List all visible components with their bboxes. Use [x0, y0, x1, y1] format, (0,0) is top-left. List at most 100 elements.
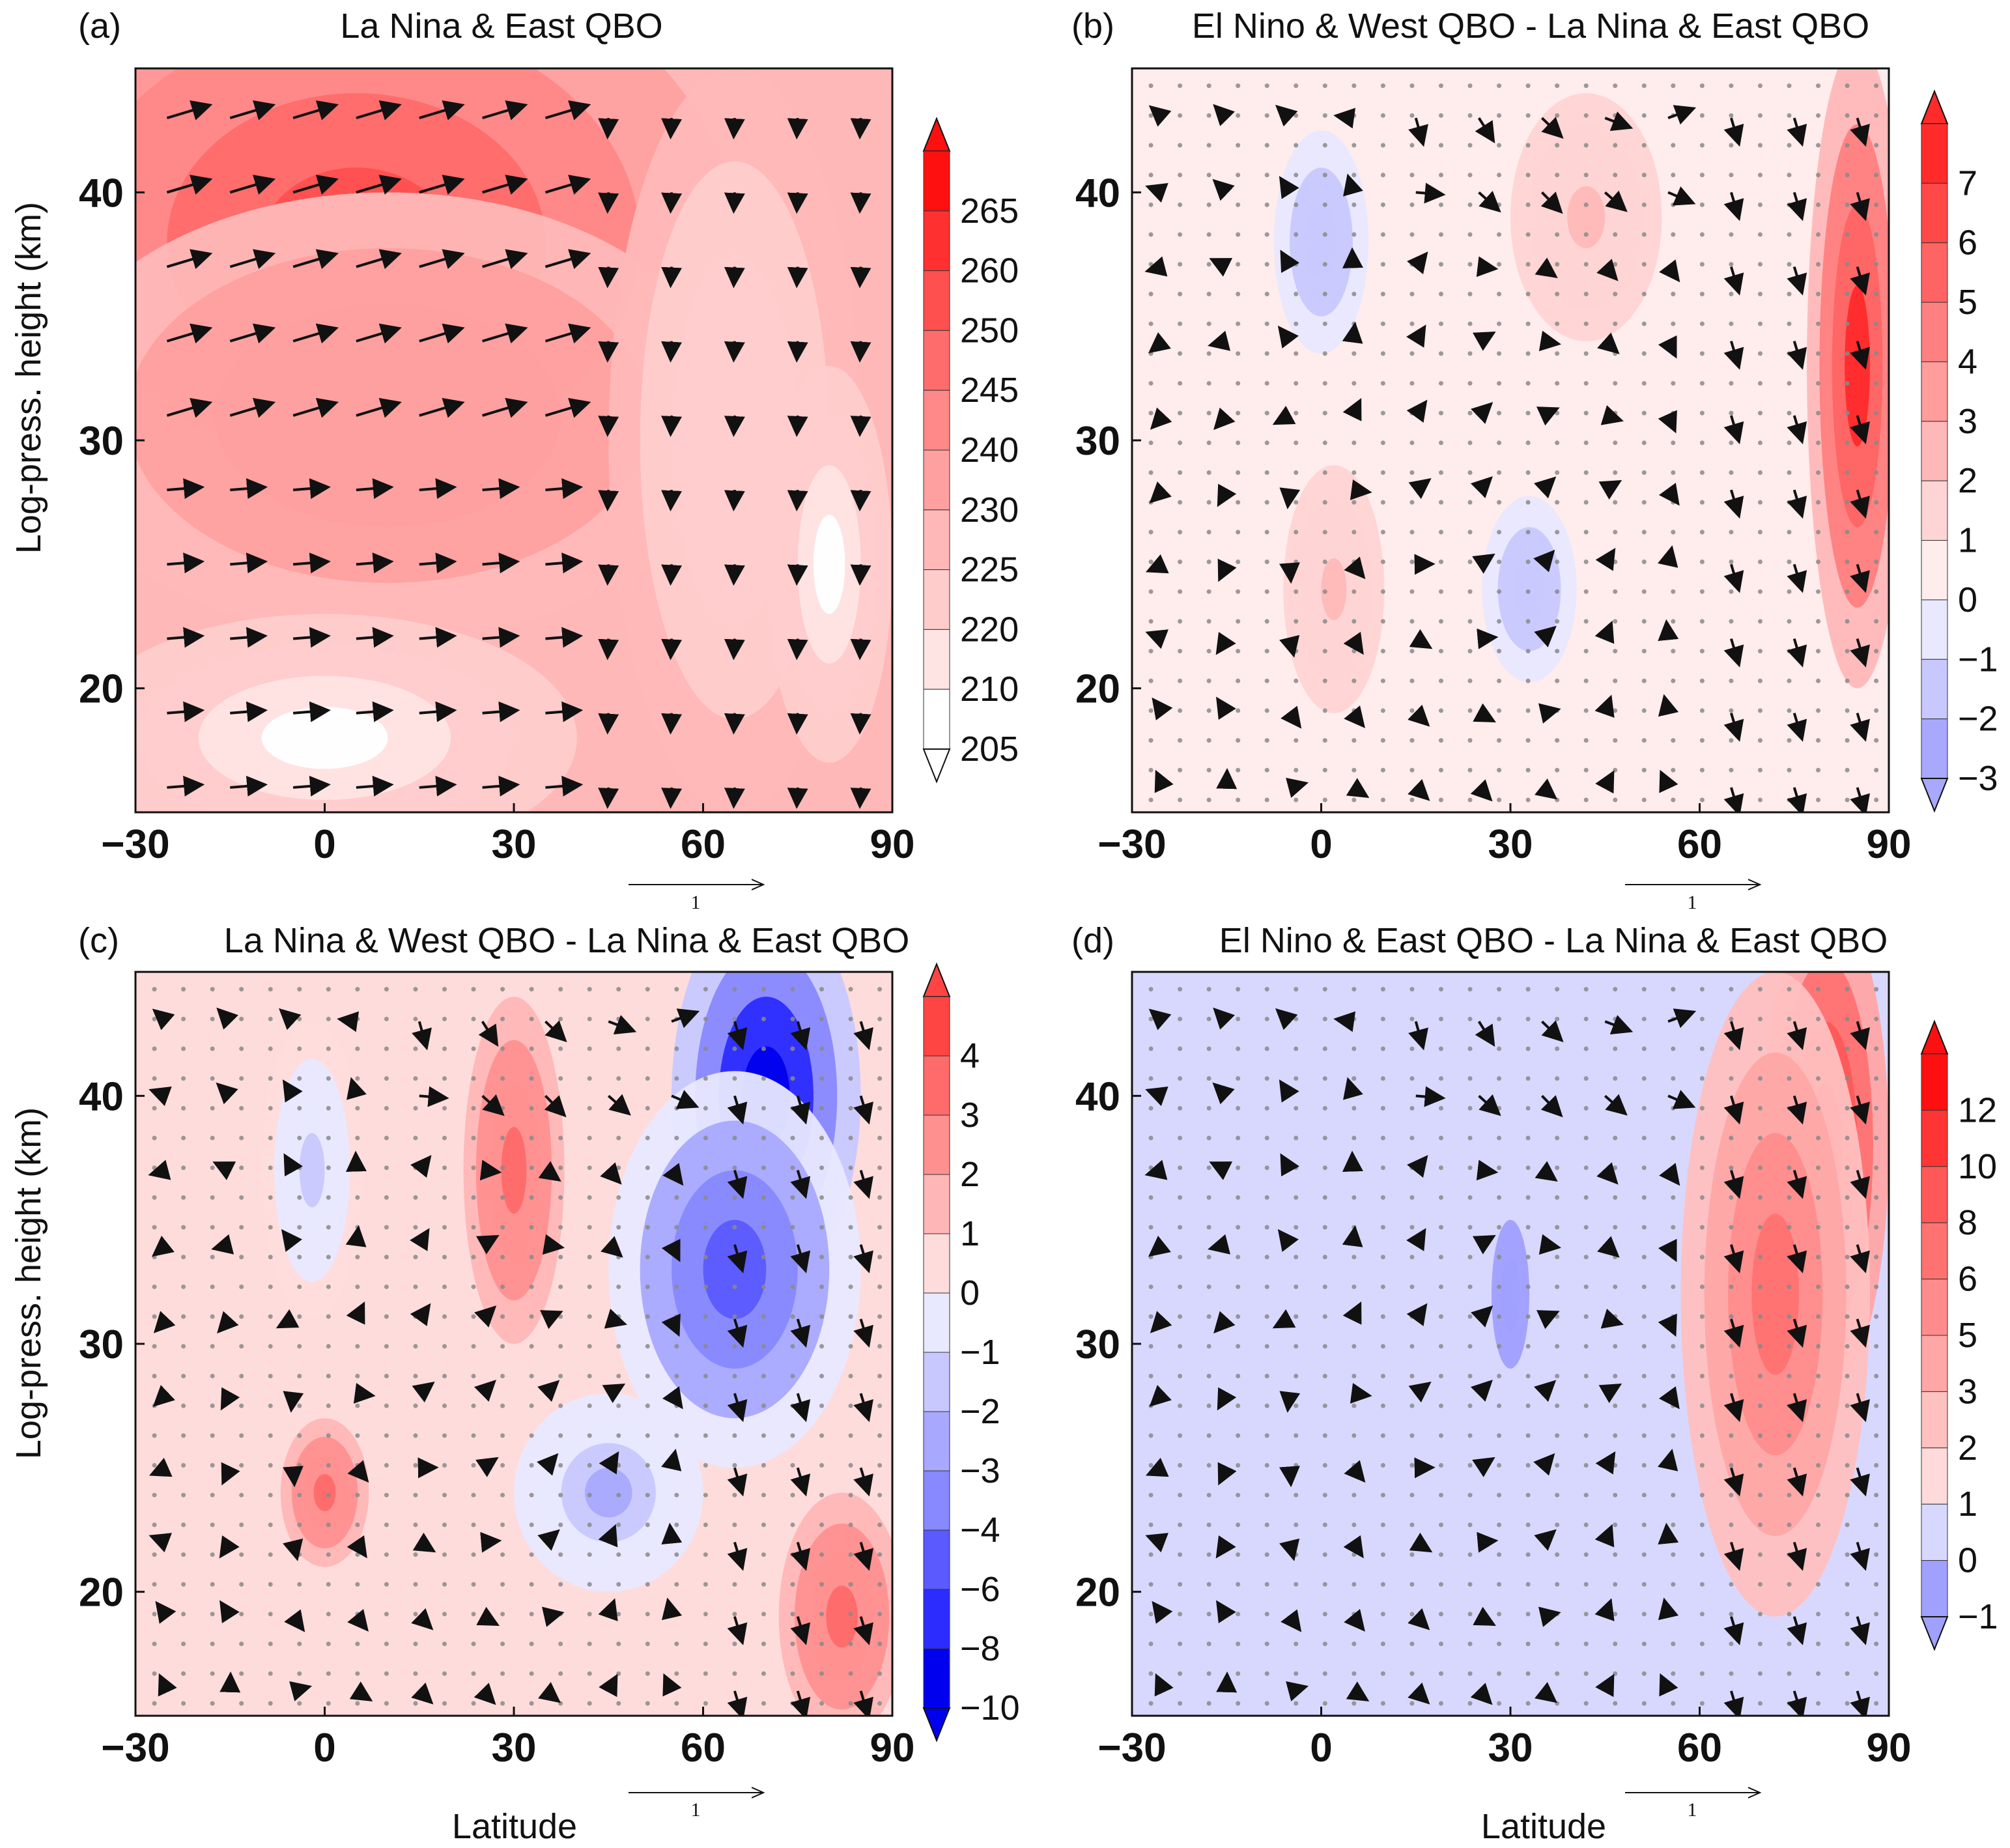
- flux-vector: [1217, 483, 1237, 507]
- significance-dot: [1322, 1463, 1327, 1468]
- significance-dot: [1874, 440, 1879, 446]
- significance-dot: [1236, 500, 1241, 505]
- flux-vector: [219, 1535, 240, 1559]
- significance-dot: [1467, 987, 1473, 992]
- significance-dot: [413, 1612, 418, 1617]
- significance-dot: [1206, 1135, 1211, 1141]
- significance-dot: [558, 1463, 563, 1468]
- significance-dot: [1322, 1165, 1327, 1171]
- flux-vector: [853, 1021, 873, 1051]
- significance-dot: [761, 1105, 766, 1111]
- significance-dot: [1874, 1135, 1879, 1141]
- significance-dot: [1787, 380, 1792, 386]
- flux-vector: [1343, 1535, 1364, 1559]
- significance-dot: [732, 1552, 737, 1557]
- significance-dot: [1409, 1642, 1415, 1647]
- colorbar-segment: [923, 330, 950, 391]
- significance-dot: [268, 1671, 273, 1676]
- significance-dot: [1613, 232, 1618, 237]
- significance-dot: [1641, 143, 1647, 148]
- significance-dot: [1264, 1165, 1269, 1171]
- flux-vector: [292, 775, 331, 797]
- significance-dot: [355, 1373, 360, 1378]
- flux-vector: [1596, 259, 1619, 281]
- significance-dot: [1874, 321, 1879, 326]
- significance-dot: [1641, 351, 1647, 356]
- colorbar-tick-label: 2: [1958, 1429, 1977, 1468]
- significance-dot: [790, 1255, 795, 1260]
- flux-vector: [1477, 628, 1499, 649]
- significance-dot: [1641, 202, 1647, 207]
- flux-vector: [1476, 1159, 1499, 1181]
- significance-dot: [355, 1284, 360, 1289]
- significance-dot: [1236, 1314, 1241, 1319]
- flux-vector: [1533, 1380, 1557, 1402]
- significance-dot: [616, 1046, 621, 1051]
- significance-dot: [1206, 262, 1211, 267]
- colorbar-extend-min: [922, 1707, 951, 1742]
- significance-dot: [1409, 500, 1415, 505]
- significance-dot: [1729, 1582, 1734, 1587]
- significance-dot: [1380, 1552, 1385, 1557]
- significance-dot: [587, 1344, 592, 1349]
- significance-dot: [181, 1433, 186, 1438]
- significance-dot: [587, 1612, 592, 1617]
- significance-dot: [1409, 351, 1415, 356]
- significance-dot: [1294, 232, 1299, 237]
- flux-vector: [1604, 190, 1628, 212]
- significance-dot: [529, 1225, 534, 1230]
- significance-dot: [616, 1225, 621, 1230]
- significance-dot: [732, 1135, 737, 1141]
- colorbar-tick-label: 2: [960, 1155, 980, 1194]
- significance-dot: [1148, 1255, 1154, 1260]
- significance-dot: [1613, 291, 1618, 296]
- contour-region: [1751, 1214, 1800, 1375]
- significance-dot: [1352, 767, 1357, 773]
- x-tick-label: 30: [1488, 1726, 1533, 1770]
- contour-region: [1501, 1257, 1520, 1331]
- significance-dot: [1178, 987, 1183, 992]
- significance-dot: [1294, 1105, 1299, 1111]
- significance-dot: [1613, 351, 1618, 356]
- flux-vector: [284, 1609, 305, 1632]
- significance-dot: [1409, 1671, 1415, 1676]
- significance-dot: [1497, 440, 1502, 446]
- flux-vector: [1723, 713, 1744, 742]
- significance-dot: [1613, 1314, 1618, 1319]
- significance-dot: [297, 1225, 302, 1230]
- significance-dot: [268, 1463, 273, 1468]
- contour-region: [703, 347, 767, 533]
- significance-dot: [384, 1671, 389, 1676]
- significance-dot: [1613, 619, 1618, 624]
- significance-dot: [645, 1076, 650, 1081]
- significance-dot: [1236, 560, 1241, 565]
- significance-dot: [384, 1225, 389, 1230]
- significance-dot: [732, 1344, 737, 1349]
- significance-dot: [587, 1433, 592, 1438]
- significance-dot: [1467, 530, 1473, 535]
- significance-dot: [1467, 738, 1473, 743]
- significance-dot: [1555, 291, 1560, 296]
- significance-dot: [1816, 1492, 1821, 1498]
- significance-dot: [1845, 619, 1850, 624]
- significance-dot: [1294, 143, 1299, 148]
- significance-dot: [1874, 232, 1879, 237]
- significance-dot: [1438, 1463, 1443, 1468]
- significance-dot: [1294, 351, 1299, 356]
- flux-vector: [1850, 489, 1870, 519]
- significance-dot: [1467, 1255, 1473, 1260]
- flux-vector: [356, 100, 402, 121]
- significance-dot: [1787, 1255, 1792, 1260]
- significance-dot: [1148, 351, 1154, 356]
- significance-dot: [1671, 1314, 1676, 1319]
- flux-vector: [1281, 1609, 1302, 1632]
- significance-dot: [1787, 1522, 1792, 1528]
- colorbar-segment: [1921, 718, 1948, 779]
- significance-dot: [848, 1105, 853, 1111]
- flux-vector: [419, 701, 457, 722]
- significance-dot: [1525, 113, 1531, 118]
- significance-dot: [355, 1552, 360, 1557]
- significance-dot: [877, 1701, 883, 1706]
- significance-dot: [1525, 1433, 1531, 1438]
